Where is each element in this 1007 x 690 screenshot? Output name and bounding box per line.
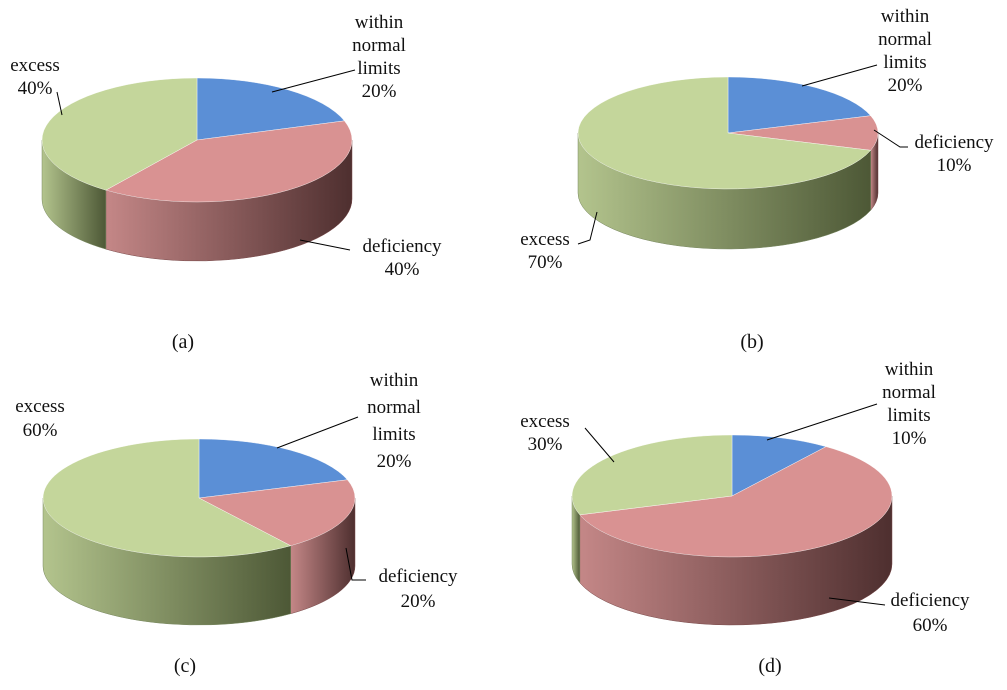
pie-slice-excess [42, 438, 292, 558]
label-excess: excess 30% [520, 411, 615, 463]
label-within-line3: limits [357, 58, 400, 79]
label-within-line3: limits [883, 52, 926, 73]
pie-slice-within [731, 434, 827, 497]
label-within-normal-limits: within normal limits 20% [801, 6, 932, 96]
label-deficiency-pct: 10% [937, 155, 972, 176]
label-within-line3: limits [887, 405, 930, 426]
caption-a: (a) [172, 331, 194, 353]
label-deficiency: deficiency 40% [299, 236, 442, 280]
label-within-line1: within [370, 370, 419, 391]
label-within-pct: 10% [892, 428, 927, 449]
label-within-line2: normal [878, 29, 932, 50]
caption-c: (c) [174, 655, 196, 677]
pie-panel-b: within normal limits 20% deficiency 10% … [520, 6, 994, 353]
label-within-line2: normal [352, 35, 406, 56]
label-deficiency: deficiency 60% [828, 590, 970, 636]
label-excess-pct: 40% [18, 78, 53, 99]
label-excess: excess 40% [10, 55, 63, 116]
label-deficiency-name: deficiency [378, 566, 458, 587]
pie-slice-excess [571, 434, 733, 516]
pie-slice-deficiency [198, 479, 356, 546]
pie-slice-excess [577, 76, 872, 190]
label-within-normal-limits: within normal limits 10% [766, 359, 936, 449]
label-deficiency-name: deficiency [890, 590, 970, 611]
label-excess-pct: 70% [528, 252, 563, 273]
label-excess-name: excess [15, 396, 65, 417]
label-within-line3: limits [372, 424, 415, 445]
label-within-normal-limits: within normal limits 20% [276, 370, 421, 472]
label-deficiency: deficiency 20% [345, 547, 458, 612]
label-within-line1: within [355, 12, 404, 33]
label-excess-name: excess [520, 229, 570, 250]
label-deficiency-pct: 40% [385, 259, 420, 280]
label-within-line1: within [881, 6, 930, 27]
label-excess-pct: 60% [23, 420, 58, 441]
pie-panel-c: excess 60% within normal limits 20% defi… [15, 370, 458, 677]
label-excess-name: excess [520, 411, 570, 432]
pie-panel-d: excess 30% within normal limits 10% defi… [520, 359, 970, 677]
pie-slice-within [198, 438, 348, 499]
label-within-pct: 20% [888, 75, 923, 96]
label-excess: excess 60% [15, 396, 65, 441]
caption-d: (d) [758, 655, 781, 677]
label-within-line2: normal [367, 397, 421, 418]
label-deficiency-pct: 60% [913, 615, 948, 636]
pie-slice-within [196, 77, 345, 141]
label-within-pct: 20% [362, 81, 397, 102]
pie-slice-excess [41, 77, 198, 191]
label-deficiency-pct: 20% [401, 591, 436, 612]
label-excess-pct: 30% [528, 434, 563, 455]
label-deficiency: deficiency 10% [873, 129, 994, 176]
label-deficiency-name: deficiency [914, 132, 994, 153]
label-excess-name: excess [10, 55, 60, 76]
label-within-pct: 20% [377, 451, 412, 472]
pie-panel-a: excess 40% within normal limits 20% defi… [10, 12, 442, 353]
pie-slice-deficiency [579, 446, 893, 558]
label-within-line1: within [885, 359, 934, 380]
pie-slice-deficiency [105, 120, 353, 203]
caption-b: (b) [740, 331, 763, 353]
pie-slice-within [727, 76, 872, 134]
label-within-normal-limits: within normal limits 20% [271, 12, 406, 102]
label-excess: excess 70% [520, 211, 598, 273]
label-deficiency-name: deficiency [362, 236, 442, 257]
label-within-line2: normal [882, 382, 936, 403]
